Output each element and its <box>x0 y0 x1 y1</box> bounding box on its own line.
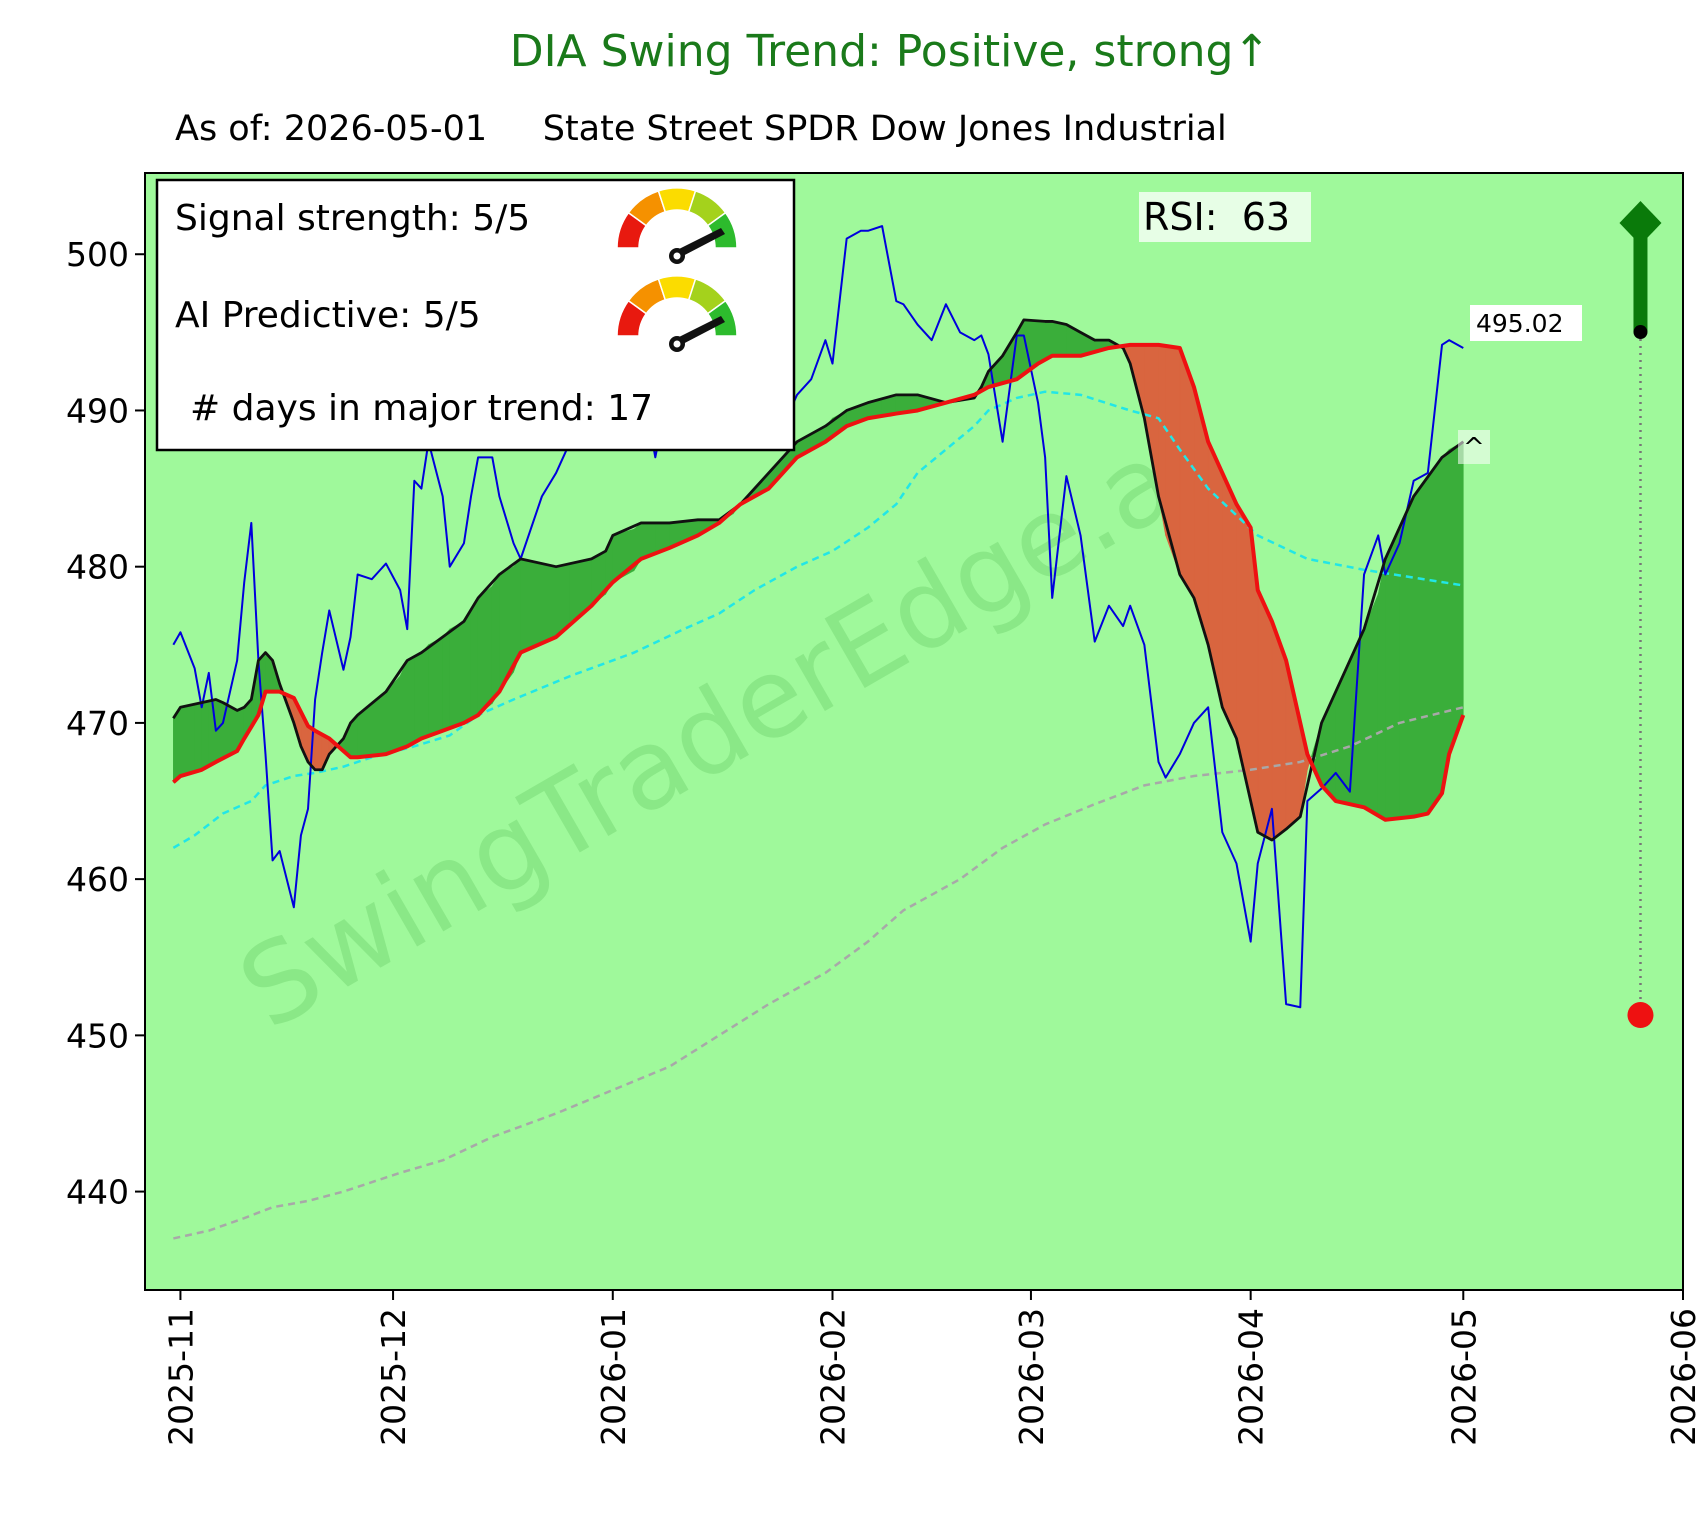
target-arrow-shaft <box>1633 230 1648 333</box>
target-arrow-head-icon <box>1619 200 1662 245</box>
gauge-hub-center <box>673 340 681 348</box>
caret-label-bg <box>1458 430 1490 464</box>
info-box: Signal strength: 5/5 AI Predictive: 5/5 … <box>155 178 796 452</box>
bullish-spread-fill <box>414 652 422 743</box>
bullish-spread-fill <box>470 596 479 720</box>
projection-marker <box>1619 200 1662 1029</box>
x-tick-label: 2026-04 <box>1232 1308 1271 1446</box>
last-price-label: 495.02 <box>1476 309 1563 338</box>
signal-strength-label: Signal strength: 5/5 <box>175 198 530 239</box>
x-tick-label: 2026-01 <box>594 1308 633 1446</box>
series-lines <box>172 225 1466 1240</box>
info-box-frame <box>155 178 796 452</box>
bearish-spread-fill <box>1165 346 1181 575</box>
y-tick-label: 500 <box>66 235 129 274</box>
x-tick-label: 2025-11 <box>161 1308 200 1446</box>
speedometer-gauge-icon <box>616 187 738 264</box>
ma50-line <box>172 390 1464 849</box>
caret-label: ^ <box>1463 433 1485 463</box>
ma200-line <box>173 706 1464 1240</box>
gauge-hub-center <box>673 252 681 260</box>
gauge-needle <box>673 316 725 346</box>
y-tick-label: 470 <box>66 704 129 743</box>
slow-ma-line <box>172 342 1466 822</box>
bullish-spread-fill <box>1399 496 1414 819</box>
chart-title: DIA Swing Trend: Positive, strong↑ <box>510 26 1271 77</box>
gauge-needle <box>673 228 725 258</box>
bullish-spread-fill <box>541 562 557 646</box>
bullish-spread-fill <box>449 620 465 728</box>
bullish-spread-fill <box>442 628 451 732</box>
bullish-spread-fill <box>180 704 195 777</box>
bullish-spread-fill <box>1051 321 1067 357</box>
bullish-spread-fill <box>1413 475 1429 818</box>
fast-ma-line <box>172 318 1465 842</box>
y-tick-label: 480 <box>66 548 129 587</box>
bullish-spread-fill <box>1037 320 1046 365</box>
axes: 440 450 460 470 480 490 500 2025-11 2025-12 2026-… <box>66 235 1703 1446</box>
bearish-spread-fill <box>314 730 323 771</box>
x-tick-label: 2025-12 <box>374 1308 413 1446</box>
bullish-spread-fill <box>428 636 443 736</box>
last-price-dot <box>1633 325 1648 340</box>
speedometer-gauge-icon <box>616 275 738 352</box>
ai-predictive-label: AI Predictive: 5/5 <box>175 295 481 336</box>
bullish-spread-fill <box>194 702 202 774</box>
days-in-trend-label: # days in major trend: 17 <box>190 388 653 429</box>
bullish-spread-fill <box>1441 448 1450 794</box>
x-tick-label: 2026-05 <box>1444 1308 1483 1446</box>
x-tick-label: 2026-06 <box>1664 1308 1703 1446</box>
stop-level-dot <box>1627 1002 1654 1029</box>
bullish-spread-fill <box>1427 456 1443 815</box>
y-tick-label: 490 <box>66 391 129 430</box>
y-tick-label: 450 <box>66 1016 129 1055</box>
bullish-spread-fill <box>1377 558 1386 821</box>
chart-subtitle: As of: 2026-05-01 State Street SPDR Dow … <box>175 109 1227 149</box>
bullish-spread-fill <box>477 585 493 716</box>
last-price-label-bg <box>1470 305 1582 341</box>
bullish-spread-fill <box>491 573 500 705</box>
x-tick-label: 2026-02 <box>813 1308 852 1446</box>
x-tick-label: 2026-03 <box>1012 1308 1051 1446</box>
bullish-spread-fill <box>201 700 210 771</box>
bullish-spread-fill <box>1044 321 1053 361</box>
bullish-spread-fill <box>520 558 543 654</box>
y-tick-label: 460 <box>66 860 129 899</box>
bullish-spread-fill <box>463 608 472 724</box>
bullish-spread-fill <box>421 644 429 740</box>
bullish-spread-fill <box>399 660 408 751</box>
bullish-spread-fill <box>406 656 415 747</box>
rsi-label: RSI: 63 <box>1143 195 1290 239</box>
bearish-spread-fill <box>1257 589 1273 841</box>
y-tick-label: 440 <box>66 1173 129 1212</box>
rsi-label-bg <box>1139 192 1311 242</box>
